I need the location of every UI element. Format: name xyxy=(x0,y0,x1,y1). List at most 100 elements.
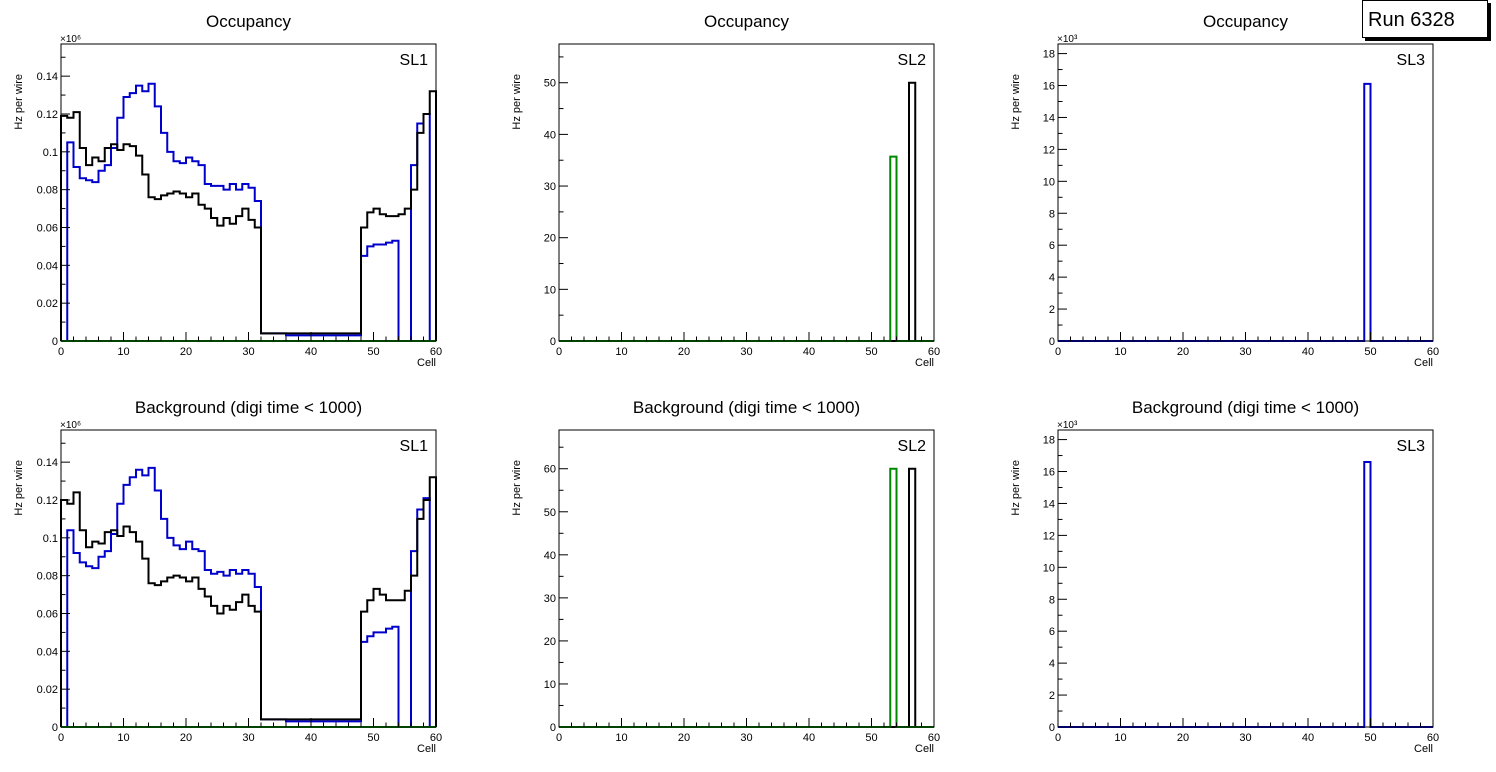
y-tick-label: 0 xyxy=(550,336,556,348)
x-tick-label: 60 xyxy=(1427,732,1439,744)
y-tick-label: 10 xyxy=(544,284,556,296)
axis-exponent-label: ×10³ xyxy=(1057,420,1078,431)
y-tick-label: 0.08 xyxy=(37,185,58,197)
chart-panel-6: 0 10 20 30 40 50 60 0 2 4 6 8 10 12 14 16 18 Background (… xyxy=(1010,398,1439,755)
x-tick-label: 60 xyxy=(928,732,940,744)
x-tick-label: 30 xyxy=(1239,346,1251,358)
y-tick-label: 4 xyxy=(1049,272,1055,284)
y-tick-label: 0.14 xyxy=(37,457,58,469)
y-axis-label: Hz per wire xyxy=(13,74,25,130)
y-tick-label: 30 xyxy=(544,181,556,193)
x-tick-label: 10 xyxy=(117,732,129,744)
series-blue xyxy=(61,466,436,728)
y-tick-label: 0 xyxy=(52,336,58,348)
y-tick-label: 14 xyxy=(1043,498,1055,510)
y-axis-label: Hz per wire xyxy=(1010,460,1022,516)
x-tick-label: 0 xyxy=(58,346,64,358)
y-tick-label: 0.04 xyxy=(37,260,58,272)
x-tick-label: 30 xyxy=(1239,732,1251,744)
chart-panel-2: 0 10 20 30 40 50 60 0 10 20 30 40 50 Occupancy SL2 Cell… xyxy=(511,12,940,369)
y-tick-label: 0 xyxy=(1049,336,1055,348)
x-tick-label: 40 xyxy=(1302,346,1314,358)
chart-title: Occupancy xyxy=(1203,12,1289,31)
y-tick-label: 10 xyxy=(1043,176,1055,188)
chart-title: Occupancy xyxy=(704,12,790,31)
x-tick-label: 50 xyxy=(367,732,379,744)
plot-frame xyxy=(60,43,437,342)
x-axis-label: Cell xyxy=(417,357,436,369)
x-tick-label: 0 xyxy=(556,732,562,744)
run-label: Run 6328 xyxy=(1368,9,1455,31)
x-tick-label: 0 xyxy=(1055,346,1061,358)
y-tick-label: 0.02 xyxy=(37,684,58,696)
superlayer-tag: SL2 xyxy=(898,52,927,69)
y-tick-label: 10 xyxy=(544,679,556,691)
x-tick-label: 10 xyxy=(117,346,129,358)
x-tick-label: 10 xyxy=(615,346,627,358)
x-tick-label: 0 xyxy=(58,732,64,744)
y-tick-label: 4 xyxy=(1049,658,1055,670)
y-tick-label: 0.08 xyxy=(37,571,58,583)
x-tick-label: 30 xyxy=(242,732,254,744)
x-tick-label: 20 xyxy=(678,732,690,744)
y-tick-label: 10 xyxy=(1043,562,1055,574)
y-axis-label: Hz per wire xyxy=(511,460,523,516)
x-tick-label: 0 xyxy=(1055,732,1061,744)
series-black xyxy=(559,81,934,342)
x-tick-label: 40 xyxy=(803,346,815,358)
series-green xyxy=(559,155,934,342)
x-axis-label: Cell xyxy=(1414,357,1433,369)
x-tick-label: 20 xyxy=(678,346,690,358)
y-axis-label: Hz per wire xyxy=(1010,74,1022,130)
plot-frame xyxy=(1057,43,1434,342)
x-tick-label: 30 xyxy=(740,732,752,744)
x-tick-label: 50 xyxy=(865,346,877,358)
chart-panel-4: 0 10 20 30 40 50 60 0 0.02 0.04 0.06 0.08 0.1 0.12 0.1… xyxy=(13,398,442,755)
x-tick-label: 30 xyxy=(740,346,752,358)
y-tick-label: 6 xyxy=(1049,240,1055,252)
y-tick-label: 8 xyxy=(1049,208,1055,220)
chart-panel-5: 0 10 20 30 40 50 60 0 10 20 30 40 50 60 Background (di… xyxy=(511,398,940,755)
x-tick-label: 20 xyxy=(180,732,192,744)
series-black xyxy=(60,476,437,727)
y-tick-label: 0.06 xyxy=(37,222,58,234)
axis-exponent-label: ×10⁶ xyxy=(60,420,81,431)
y-tick-label: 0 xyxy=(550,722,556,734)
x-tick-label: 40 xyxy=(305,346,317,358)
x-tick-label: 20 xyxy=(1177,732,1189,744)
x-tick-label: 10 xyxy=(615,732,627,744)
superlayer-tag: SL1 xyxy=(400,52,429,69)
x-tick-label: 0 xyxy=(556,346,562,358)
x-tick-label: 40 xyxy=(1302,732,1314,744)
x-tick-label: 60 xyxy=(430,346,442,358)
y-tick-label: 2 xyxy=(1049,690,1055,702)
axis-exponent-label: ×10⁶ xyxy=(60,34,81,45)
y-tick-label: 30 xyxy=(544,593,556,605)
chart-title: Background (digi time < 1000) xyxy=(633,398,860,417)
plot-frame xyxy=(1057,429,1434,728)
y-tick-label: 0.12 xyxy=(37,495,58,507)
x-tick-label: 50 xyxy=(865,732,877,744)
plot-frame xyxy=(558,43,935,342)
x-tick-label: 50 xyxy=(367,346,379,358)
y-tick-label: 8 xyxy=(1049,594,1055,606)
series-blue xyxy=(1058,460,1433,728)
x-tick-label: 30 xyxy=(242,346,254,358)
plot-frame xyxy=(558,429,935,728)
series-black xyxy=(60,90,437,341)
y-tick-label: 0.06 xyxy=(37,608,58,620)
y-tick-label: 60 xyxy=(544,464,556,476)
x-tick-label: 10 xyxy=(1114,732,1126,744)
series-black xyxy=(559,467,934,728)
x-tick-label: 60 xyxy=(430,732,442,744)
y-tick-label: 14 xyxy=(1043,112,1055,124)
x-axis-label: Cell xyxy=(915,743,934,755)
y-tick-label: 40 xyxy=(544,129,556,141)
superlayer-tag: SL3 xyxy=(1397,52,1426,69)
x-tick-label: 40 xyxy=(305,732,317,744)
y-tick-label: 0 xyxy=(1049,722,1055,734)
superlayer-tag: SL2 xyxy=(898,438,927,455)
superlayer-tag: SL3 xyxy=(1397,438,1426,455)
y-tick-label: 18 xyxy=(1043,435,1055,447)
y-tick-label: 0.1 xyxy=(43,147,58,159)
